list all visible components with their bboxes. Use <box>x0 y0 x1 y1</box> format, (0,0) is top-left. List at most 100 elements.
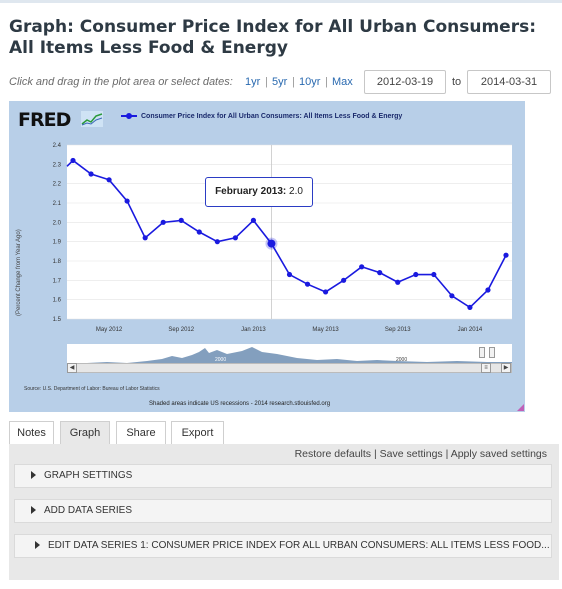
data-point[interactable] <box>250 217 257 223</box>
navigator-right-handle[interactable] <box>489 347 495 358</box>
data-point[interactable] <box>449 293 455 299</box>
data-point[interactable] <box>196 229 202 235</box>
data-point-highlighted[interactable] <box>267 239 276 248</box>
data-point[interactable] <box>304 281 311 287</box>
data-point[interactable] <box>322 289 329 295</box>
chart-source: Source: U.S. Department of Labor: Bureau… <box>24 386 160 392</box>
apply-saved-settings-link[interactable]: Apply saved settings <box>450 448 547 460</box>
range-separator: | <box>265 76 268 88</box>
scroll-left-arrow-icon[interactable]: ◀ <box>67 363 77 373</box>
date-to-label: to <box>452 76 462 88</box>
navigator-label: 2000 <box>396 357 407 363</box>
expand-caret-icon <box>31 471 36 480</box>
restore-defaults-link[interactable]: Restore defaults <box>294 448 372 460</box>
tab-notes[interactable]: Notes <box>9 421 54 445</box>
y-tick-label: 2.1 <box>53 201 62 207</box>
tooltip-label: February 2013: <box>215 186 287 197</box>
series-line <box>66 159 507 309</box>
x-tick-label: Sep 2013 <box>385 327 411 333</box>
section-add-data-series[interactable]: ADD DATA SERIES <box>14 499 552 523</box>
section-graph-settings[interactable]: GRAPH SETTINGS <box>14 464 552 488</box>
chart-tooltip: February 2013: 2.0 <box>205 177 313 207</box>
range-separator: | <box>325 76 328 88</box>
data-point[interactable] <box>124 198 130 204</box>
y-tick-label: 1.5 <box>53 317 62 323</box>
x-tick-label: Jan 2014 <box>458 327 483 333</box>
y-tick-label: 2.3 <box>53 162 62 168</box>
chart-legend[interactable]: Consumer Price Index for All Urban Consu… <box>121 113 402 120</box>
x-tick-label: May 2013 <box>312 327 339 333</box>
link-separator: | <box>445 448 449 460</box>
navigator-scrollbar[interactable] <box>67 363 512 373</box>
range-10yr-link[interactable]: 10yr <box>299 76 321 88</box>
data-point[interactable] <box>160 219 166 225</box>
graph-tabs: Notes Graph Share Export <box>9 421 554 445</box>
scroll-right-arrow-icon[interactable]: ▶ <box>501 363 511 373</box>
legend-series-marker <box>121 113 137 120</box>
plot-area[interactable] <box>67 145 512 319</box>
fred-logo: FRED <box>18 109 71 131</box>
legend-series-label: Consumer Price Index for All Urban Consu… <box>141 113 403 120</box>
tooltip-value: 2.0 <box>289 186 303 197</box>
x-tick-label: Sep 2012 <box>168 327 194 333</box>
y-tick-label: 1.7 <box>53 278 62 284</box>
y-tick-label: 1.8 <box>53 259 62 265</box>
navigator-series: 2000 2000 <box>67 347 512 368</box>
data-point[interactable] <box>467 304 473 310</box>
date-hint: Click and drag in the plot area or selec… <box>9 76 233 88</box>
x-tick-label: May 2012 <box>96 327 123 333</box>
data-point[interactable] <box>485 287 491 293</box>
range-separator: | <box>292 76 295 88</box>
settings-panel: Restore defaults | Save settings | Apply… <box>9 444 559 580</box>
section-label: EDIT DATA SERIES 1: CONSUMER PRICE INDEX… <box>48 540 550 551</box>
y-tick-label: 1.6 <box>53 298 62 304</box>
top-rule <box>0 0 562 3</box>
line-chart[interactable]: 2.4 2.3 2.2 2.1 2.0 1.9 1.8 1.7 1.6 1.5 May 2012 S… <box>9 101 525 412</box>
graph-panel: FRED Consumer Price Index for All Urban … <box>9 101 525 412</box>
data-point[interactable] <box>142 235 148 241</box>
data-point[interactable] <box>106 177 112 183</box>
x-tick-label: Jan 2013 <box>241 327 266 333</box>
data-point[interactable] <box>88 171 94 177</box>
data-point[interactable] <box>503 252 509 258</box>
navigator-label: 2000 <box>215 357 226 363</box>
data-point[interactable] <box>395 279 401 285</box>
data-point[interactable] <box>232 235 238 241</box>
page-title: Graph: Consumer Price Index for All Urba… <box>9 17 537 58</box>
data-point[interactable] <box>286 271 293 278</box>
data-point[interactable] <box>341 277 347 283</box>
start-date-input[interactable] <box>364 70 446 94</box>
range-5yr-link[interactable]: 5yr <box>272 76 288 88</box>
section-label: ADD DATA SERIES <box>44 505 132 516</box>
data-point[interactable] <box>431 271 437 278</box>
date-range-bar: Click and drag in the plot area or selec… <box>9 70 554 94</box>
tab-graph[interactable]: Graph <box>60 421 110 445</box>
y-tick-label: 2.4 <box>53 143 62 149</box>
expand-caret-icon <box>35 541 40 550</box>
data-point[interactable] <box>359 264 365 270</box>
data-point[interactable] <box>214 239 220 245</box>
y-tick-label: 2.0 <box>53 220 62 226</box>
settings-links: Restore defaults | Save settings | Apply… <box>295 448 547 460</box>
recession-note: Shaded areas indicate US recessions - 20… <box>149 401 331 407</box>
fred-logo-chart-icon <box>81 111 103 127</box>
data-point[interactable] <box>413 271 419 278</box>
data-point[interactable] <box>70 157 76 164</box>
navigator-left-handle[interactable] <box>479 347 485 358</box>
range-1yr-link[interactable]: 1yr <box>245 76 261 88</box>
range-max-link[interactable]: Max <box>332 76 353 88</box>
data-point[interactable] <box>377 270 383 276</box>
data-point[interactable] <box>178 217 184 223</box>
section-label: GRAPH SETTINGS <box>44 470 133 481</box>
save-settings-link[interactable]: Save settings <box>379 448 443 460</box>
link-separator: | <box>373 448 377 460</box>
expand-caret-icon <box>31 506 36 515</box>
end-date-input[interactable] <box>467 70 551 94</box>
resize-grip-icon[interactable] <box>517 404 524 411</box>
tab-share[interactable]: Share <box>116 421 166 445</box>
scroll-thumb-grip-icon[interactable]: ≡ <box>481 363 491 373</box>
y-tick-label: 1.9 <box>53 240 62 246</box>
y-tick-label: 2.2 <box>53 182 62 188</box>
tab-export[interactable]: Export <box>171 421 224 445</box>
section-edit-data-series-1[interactable]: EDIT DATA SERIES 1: CONSUMER PRICE INDEX… <box>14 534 552 558</box>
